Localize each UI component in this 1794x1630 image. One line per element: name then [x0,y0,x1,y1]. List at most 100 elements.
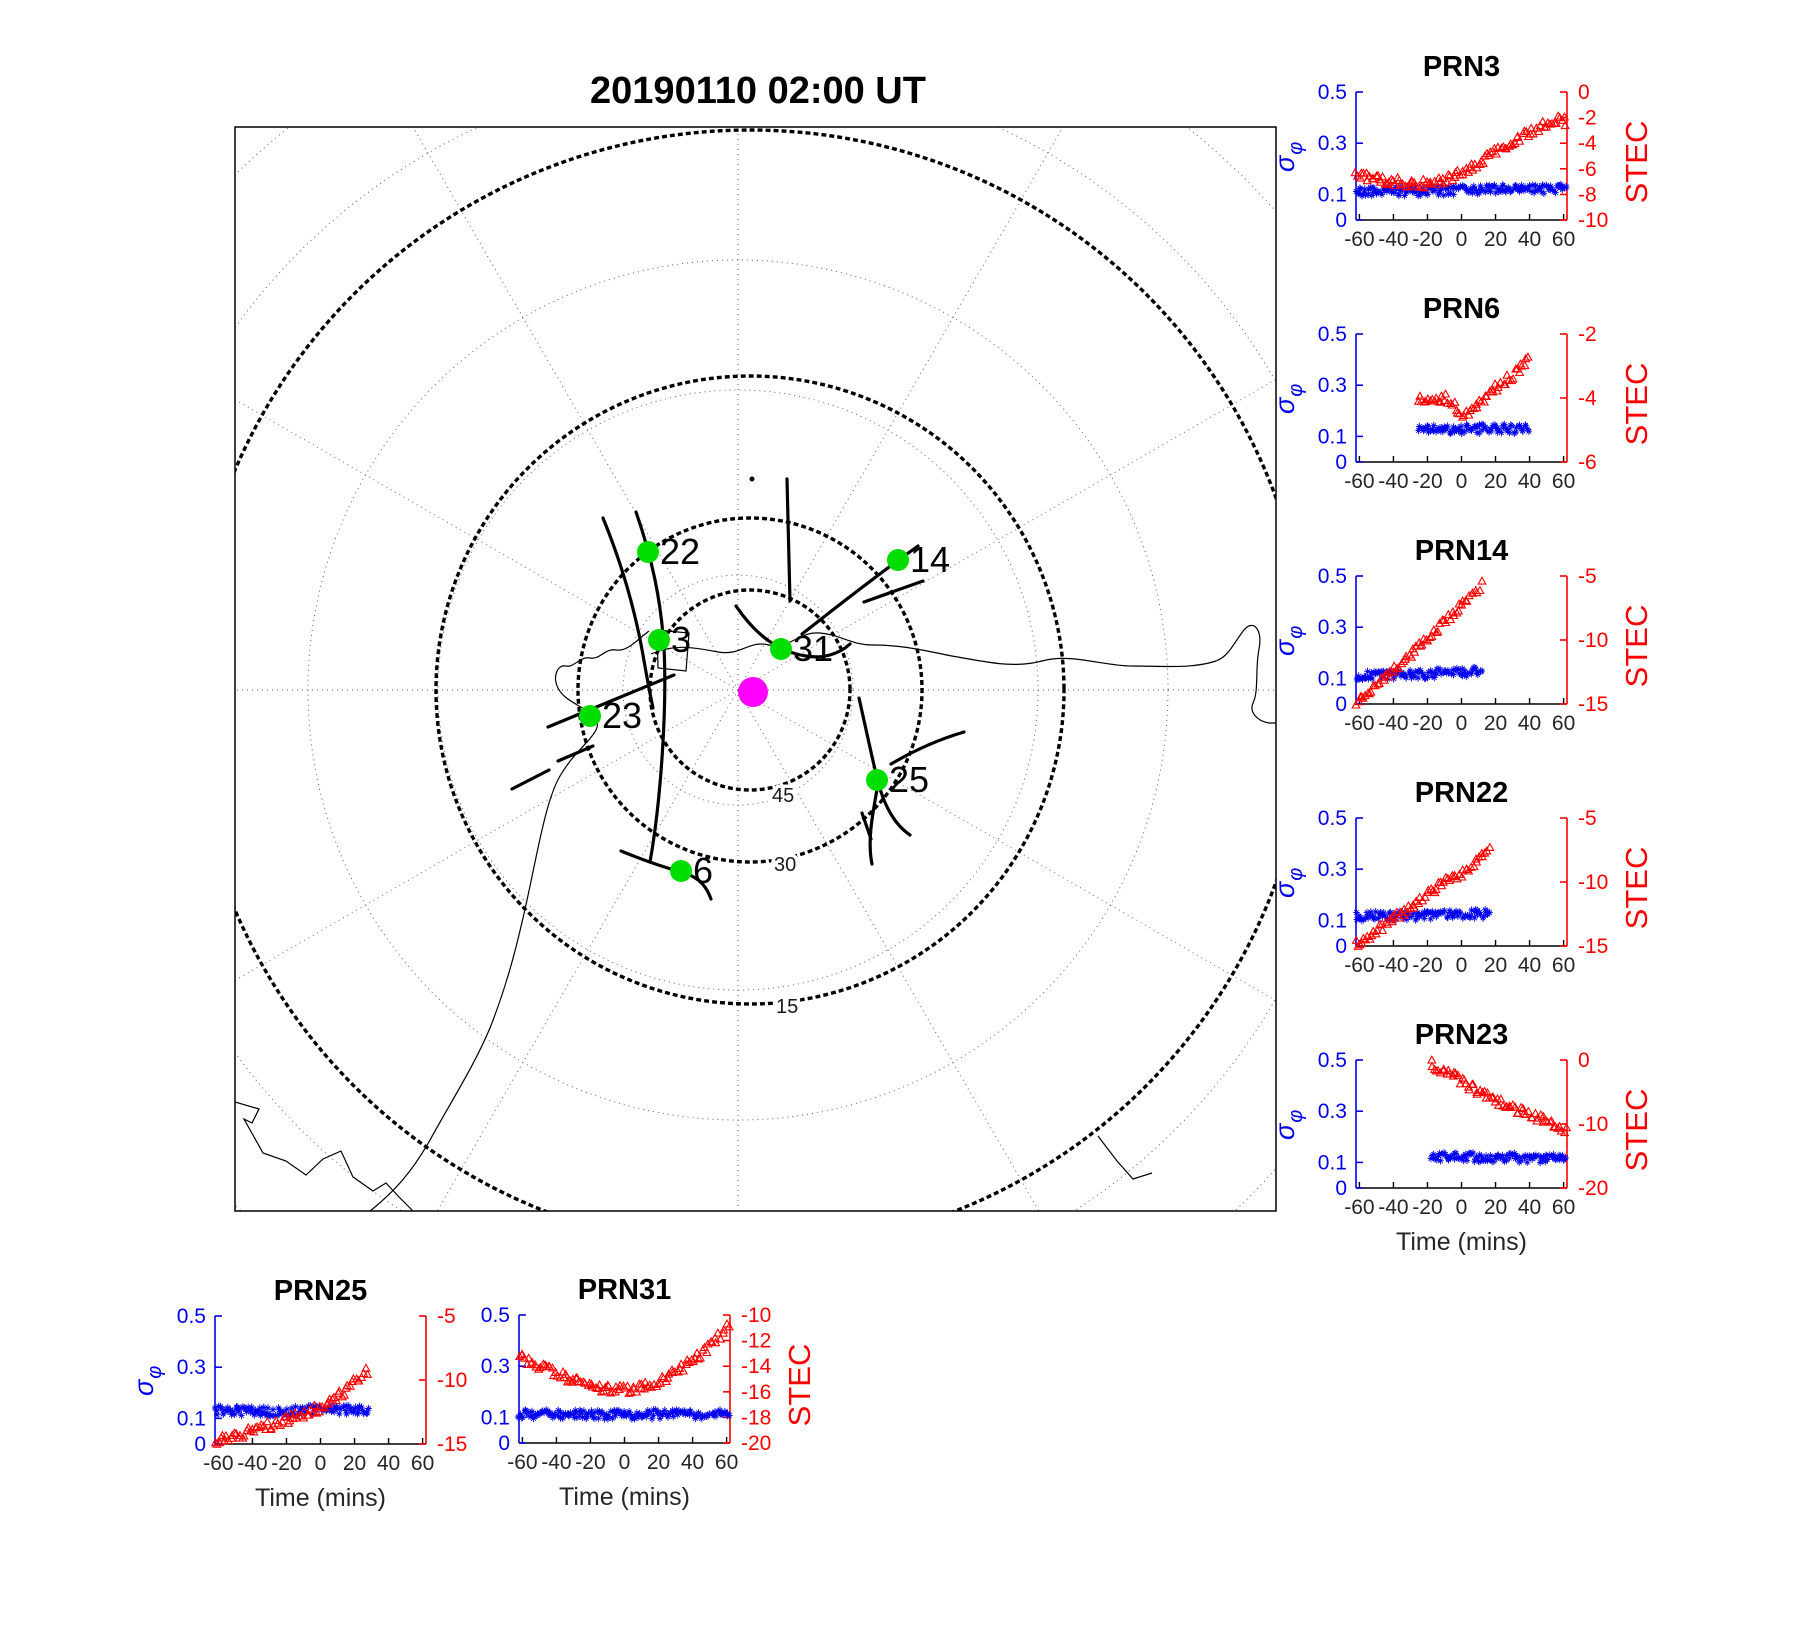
satellite-track [889,730,966,766]
x-tick-label: -60 [1344,228,1374,251]
satellite-track [734,604,852,659]
elevation-ring-horizon [235,128,1276,1211]
x-tick-label: -60 [1344,954,1374,977]
x-tick-label: 0 [1456,228,1468,251]
x-tick-label: 60 [1552,228,1575,251]
sigma-phi-axis-title: σφ [1270,142,1307,172]
satellite-track [860,811,873,841]
sigma-tick-label: 0 [1335,693,1347,716]
satellite-track [601,516,655,710]
satellite-label-23: 23 [602,695,642,736]
stec-tick-label: -15 [1578,935,1608,958]
stec-tick-label: -15 [437,1433,467,1456]
sigma-series-PRN22 [1353,906,1493,925]
satellite-23: 23 [579,695,642,736]
stec-axis-title: STEC [1619,363,1654,446]
coastline [369,630,650,1211]
x-tick-label: -60 [507,1451,537,1474]
x-tick-label: 40 [1518,228,1541,251]
x-tick-label: 60 [1552,1196,1575,1219]
stec-tick-label: -10 [1578,871,1608,894]
stec-tick-label: -12 [741,1330,771,1353]
graticule [235,127,1276,1211]
chart-title-PRN22: PRN22 [1415,777,1509,809]
stec-tick-label: -20 [1578,1177,1608,1200]
x-tick-label: 60 [1552,712,1575,735]
sigma-tick-label: 0.1 [1318,909,1347,932]
x-tick-label: 0 [315,1452,327,1475]
satellite-track [785,477,792,603]
satellite-dot-25 [866,769,888,791]
x-tick-label: 40 [681,1451,704,1474]
satellite-3: 3 [648,619,691,660]
x-tick-label: -20 [1412,1196,1442,1219]
chart-PRN6: PRN6 -60 -40 -20 0 20 40 60 0 0.1 0.3 0.5 σφ -2 -4 -6 ST… [1270,293,1654,493]
x-tick-label: 40 [1518,470,1541,493]
stec-tick-label: -6 [1578,158,1597,181]
satellite-track [510,768,551,791]
sigma-phi-axis-title: σφ [1270,868,1307,898]
sigma-tick-label: 0.3 [1318,858,1347,881]
graticule-meridian [235,689,739,981]
stec-series-PRN22 [1351,842,1495,950]
stec-tick-label: -6 [1578,451,1597,474]
satellite-label-25: 25 [889,759,929,800]
stec-tick-label: -5 [1578,565,1597,588]
time-axis-label: Time (mins) [255,1484,386,1512]
time-axis-label: Time (mins) [1396,1228,1527,1256]
x-tick-label: 20 [1484,954,1507,977]
sigma-series-PRN31 [514,1406,733,1423]
map-content: 45 30 15 22 14 3 31 23 25 6 [235,127,1276,1211]
satellite-track [546,673,676,729]
x-tick-label: 60 [715,1451,738,1474]
graticule-meridian [235,399,739,691]
elevation-ring-15 [434,374,1066,1006]
graticule-meridian [737,127,1064,691]
elevation-ring-30 [576,516,924,864]
x-tick-label: -20 [271,1452,301,1475]
sigma-tick-label: 0.5 [177,1305,206,1328]
x-tick-label: 60 [1552,470,1575,493]
x-tick-label: -40 [1378,1196,1408,1219]
stec-tick-label: -2 [1578,107,1597,130]
chart-title-PRN23: PRN23 [1415,1019,1509,1051]
satellite-31: 31 [770,628,833,669]
satellite-label-22: 22 [660,531,700,572]
satellite-dot-31 [770,638,792,660]
satellite-dot-23 [579,705,601,727]
x-tick-label: -40 [1378,470,1408,493]
prn-charts: PRN3-60 -40 -20 0 20 40 6000.10.30.5σφ0-2-4-6-… [129,51,1654,1512]
sigma-tick-label: 0 [194,1433,206,1456]
sigma-tick-label: 0.1 [1318,425,1347,448]
x-tick-label: 20 [647,1451,670,1474]
stec-series-PRN25 [210,1363,373,1448]
x-tick-label: -40 [1378,954,1408,977]
satellite-dot-22 [637,541,659,563]
sigma-phi-axis-title: σφ [129,1366,166,1396]
stec-series-PRN6 [1413,352,1533,421]
sigma-tick-label: 0.1 [481,1406,510,1429]
graticule-meridian [436,689,739,1211]
x-tick-label: 20 [1484,228,1507,251]
satellite-25: 25 [866,759,929,800]
x-tick-label: -40 [1378,712,1408,735]
stec-tick-label: 0 [1578,1049,1590,1072]
chart-PRN22: PRN22 -60 -40 -20 0 20 40 60 0 0.1 0.3 0.5 σφ -5 -10 -1… [1270,777,1654,977]
x-tick-label: 20 [343,1452,366,1475]
elevation-label-30: 30 [774,854,796,876]
chart-PRN25: PRN25 -60 -40 -20 0 20 40 60 Time (mins) 0 0.1 0.3 0… [129,1275,467,1512]
x-tick-label: -20 [575,1451,605,1474]
coastline [656,629,690,672]
sigma-series-PRN23 [1427,1148,1569,1167]
satellite-label-6: 6 [693,850,713,891]
x-tick-label: -60 [203,1452,233,1475]
stec-tick-label: -2 [1578,323,1597,346]
chart-title-PRN31: PRN31 [578,1274,672,1306]
stec-axis-title: STEC [782,1344,817,1427]
stec-tick-label: -5 [437,1305,456,1328]
sigma-tick-label: 0 [1335,935,1347,958]
